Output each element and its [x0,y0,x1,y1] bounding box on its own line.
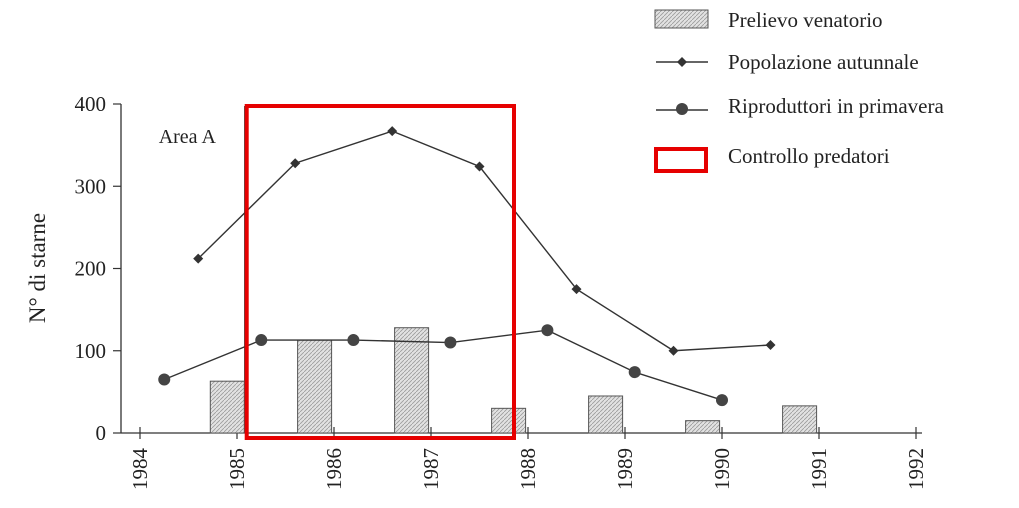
legend: Prelievo venatorio Popolazione autunnale… [654,8,944,173]
legend-label-controllo-predatori: Controllo predatori [728,144,890,168]
bar [782,405,818,434]
point [541,324,554,337]
line-series [158,126,776,407]
point [290,158,301,169]
x-tick-label: 1988 [516,448,540,490]
area-a-label: Area A [159,126,217,148]
bar [394,327,430,434]
legend-label-riproduttori-in-primavera: Riproduttori in primavera [728,94,944,118]
bar-series-prelievo-venatorio [209,327,818,434]
point [571,284,582,295]
point [765,339,776,350]
bar [588,395,624,434]
bar [297,339,333,434]
x-tick-label: 1985 [225,448,249,490]
bar [209,380,245,434]
x-tick-label: 1990 [710,448,734,490]
x-tick-label: 1991 [807,448,831,490]
predator-control-highlight [244,104,516,440]
legend-marker-popolazione-autunnale [677,57,687,67]
x-tick-label: 1992 [904,448,928,490]
point [474,161,485,172]
point [668,345,679,356]
y-ticks: 0 100 200 300 400 [75,92,121,445]
point [716,394,728,407]
point [444,336,457,349]
point [158,373,171,386]
bar [491,407,527,434]
x-tick-label: 1986 [322,448,346,490]
y-tick-label: 200 [75,257,107,281]
y-tick-label: 0 [96,421,107,445]
x-tick-label: 1987 [419,448,443,490]
bar [685,420,721,434]
legend-label-popolazione-autunnale: Popolazione autunnale [728,50,919,74]
y-tick-label: 300 [75,174,107,198]
y-tick-label: 100 [75,339,107,363]
y-axis-label: N° di starne [25,213,50,323]
legend-swatch-controllo-predatori [654,147,708,173]
x-tick-label: 1984 [128,448,152,491]
point [347,334,360,347]
legend-marker-riproduttori-in-primavera [676,103,688,115]
point [387,126,398,137]
legend-swatch-prelievo-venatorio [654,9,709,29]
y-tick-label: 400 [75,92,107,116]
x-ticks: 1984 1985 1986 1987 1988 1989 1990 1991 1992 [128,427,928,490]
point [628,366,641,379]
point [193,253,204,264]
series-line-1 [197,130,771,352]
legend-label-prelievo-venatorio: Prelievo venatorio [728,8,883,32]
point [255,334,268,347]
x-tick-label: 1989 [613,448,637,490]
